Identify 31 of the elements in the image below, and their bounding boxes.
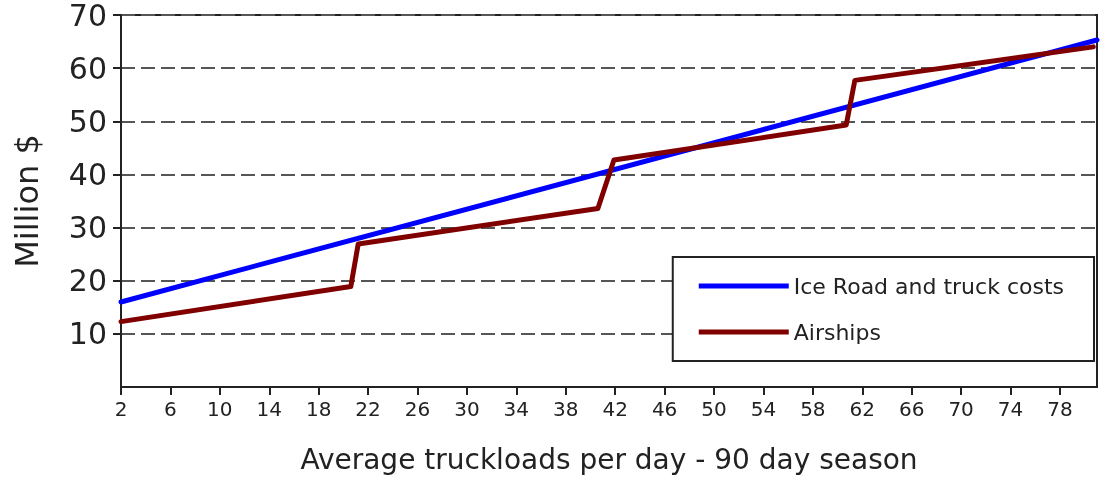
x-tick-label: 30 <box>454 397 480 421</box>
legend-label: Airships <box>793 319 881 345</box>
x-tick-label: 50 <box>701 397 727 421</box>
legend-label: Ice Road and truck costs <box>793 273 1065 299</box>
y-tick-label: 60 <box>68 50 107 86</box>
x-tick-label: 10 <box>207 397 233 421</box>
x-tick-label: 6 <box>164 397 177 421</box>
y-tick-label: 20 <box>68 263 107 299</box>
x-tick-label: 58 <box>800 397 826 421</box>
x-tick-label: 34 <box>503 397 530 421</box>
x-tick-label: 46 <box>651 397 678 421</box>
x-tick-label: 78 <box>1047 397 1073 421</box>
x-tick-label: 2 <box>114 397 128 421</box>
y-tick-label: 30 <box>68 210 107 246</box>
x-axis-title: Average truckloads per day - 90 day season <box>300 442 918 476</box>
x-tick-label: 18 <box>305 397 332 421</box>
x-tick-label: 42 <box>602 397 628 421</box>
x-tick-label: 14 <box>256 397 282 421</box>
y-tick-label: 10 <box>68 316 107 352</box>
x-tick-label: 22 <box>355 397 381 421</box>
y-tick-label: 40 <box>68 156 107 192</box>
y-axis-title: Million $ <box>8 134 46 268</box>
x-tick-label: 74 <box>997 397 1024 421</box>
y-tick-label: 50 <box>68 103 107 139</box>
x-tick-label: 70 <box>948 397 974 421</box>
x-tick-label: 66 <box>898 397 925 421</box>
x-tick-label: 38 <box>553 397 579 421</box>
x-tick-label: 54 <box>750 397 777 421</box>
x-tick-label: 62 <box>849 397 875 421</box>
x-tick-label: 26 <box>404 397 431 421</box>
y-tick-label: 70 <box>68 0 107 33</box>
